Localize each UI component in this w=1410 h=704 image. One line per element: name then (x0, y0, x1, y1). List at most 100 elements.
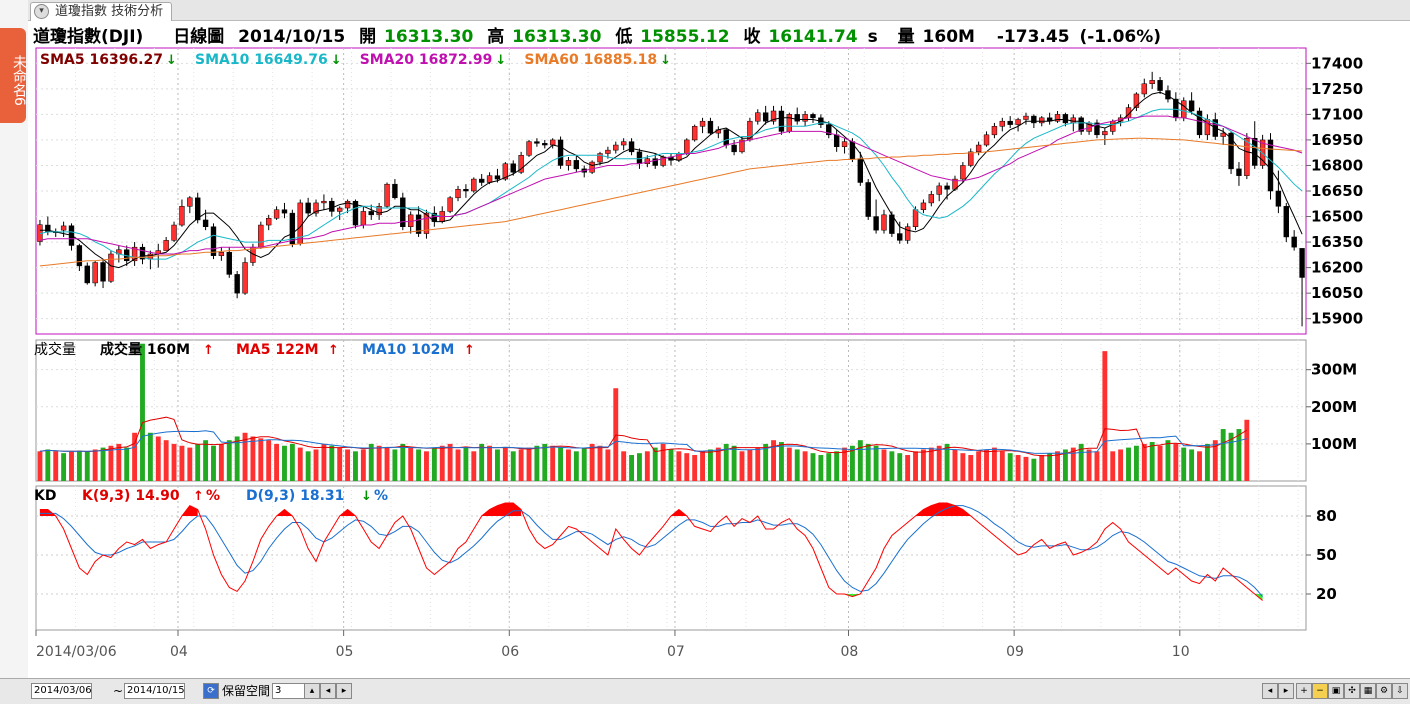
zoom-in-icon[interactable]: + (1296, 683, 1312, 699)
zoom-out-icon[interactable]: − (1312, 683, 1328, 699)
volume-bar (242, 432, 248, 481)
kd-overbought-fill (915, 503, 971, 516)
tab-technical-analysis[interactable]: 道瓊指數 技術分析 (30, 2, 173, 21)
reserve-space-input[interactable]: 3 (272, 683, 306, 699)
candle-body (794, 114, 800, 122)
kd-d-percent: % (374, 488, 388, 504)
candle-body (684, 139, 690, 154)
volume-bar (289, 443, 295, 481)
volume-ma10-line (39, 430, 1247, 454)
x-tick-label: 08 (840, 644, 858, 660)
candle-body (1283, 206, 1289, 238)
candle-body (305, 202, 311, 214)
volume-bar (566, 449, 571, 481)
volume-bar (502, 447, 508, 481)
volume-bar (534, 445, 540, 481)
candle-body (344, 200, 351, 209)
candle-body (510, 163, 516, 173)
grid-icon[interactable]: ▦ (1360, 683, 1376, 699)
candle-body (1275, 190, 1282, 207)
candle-body (1110, 120, 1116, 132)
apply-range-icon[interactable]: ⟳ (203, 683, 219, 699)
arrow-up-icon: ↑ (203, 343, 214, 358)
candle-body (76, 245, 83, 267)
crosshair-icon[interactable]: ✣ (1344, 683, 1360, 699)
candle-body (1054, 114, 1061, 122)
candle-body (873, 216, 879, 231)
candle-body (826, 124, 832, 136)
volume-bar (195, 443, 201, 481)
kd-k-line (39, 502, 1263, 601)
kd-overbought-fill (181, 505, 198, 516)
candle-body (1267, 139, 1274, 192)
bottom-toolbar: 2014/03/06 ~ 2014/10/15 ⟳ 保留空間 3 ▴ ◂ ▸ ◂… (0, 678, 1410, 704)
candle-body (960, 165, 966, 180)
volume-bar (69, 451, 74, 481)
fit-icon[interactable]: ▣ (1328, 683, 1344, 699)
candle-body (778, 110, 785, 132)
scroll-right-end-icon[interactable]: ▸ (1278, 683, 1294, 699)
volume-bar (794, 449, 800, 481)
volume-bar (1228, 432, 1234, 481)
candle-body (912, 209, 919, 228)
price-y-tick-label: 16650 (1311, 182, 1363, 200)
volume-bar (1212, 440, 1218, 481)
candle-body (897, 233, 903, 241)
volume-bar (707, 449, 713, 481)
kd-overbought-fill (276, 509, 293, 516)
candle-body (360, 211, 367, 226)
kd-overbought-fill (671, 509, 687, 516)
sheet-tab-unnamed[interactable]: 未命名6 (0, 28, 27, 123)
chevron-down-icon[interactable]: ▾ (34, 4, 49, 19)
end-date-field[interactable]: 2014/10/15 (124, 683, 185, 699)
volume-bar (455, 449, 461, 481)
volume-bar (755, 447, 761, 481)
arrow-up-icon: ↑ (193, 489, 204, 504)
candle-body (384, 183, 390, 207)
candle-body (242, 262, 248, 294)
volume-bar (936, 445, 942, 481)
candle-body (810, 114, 816, 119)
volume-bar (747, 449, 753, 481)
volume-bar (305, 451, 311, 481)
volume-label: 量 (897, 27, 915, 47)
volume-bar (1204, 443, 1210, 481)
candle-body (833, 134, 840, 147)
candle-body (337, 207, 343, 212)
volume-bar (786, 447, 792, 481)
price-y-tick-label: 16050 (1311, 284, 1363, 302)
scroll-left-icon[interactable]: ◂ (320, 683, 336, 699)
scroll-left-end-icon[interactable]: ◂ (1262, 683, 1278, 699)
candle-body (478, 178, 485, 183)
volume-bar (392, 449, 398, 481)
volume-bar (1094, 451, 1100, 481)
volume-bar (1133, 445, 1139, 481)
candle-body (1039, 117, 1045, 124)
start-date-field[interactable]: 2014/03/06 (31, 683, 92, 699)
scroll-right-icon[interactable]: ▸ (336, 683, 352, 699)
volume-bar (84, 451, 90, 481)
candle-body (1188, 100, 1195, 112)
volume-bar (1189, 449, 1195, 481)
candle-body (92, 262, 98, 284)
candle-body (802, 114, 808, 122)
settings-icon[interactable]: ⚙ (1376, 683, 1392, 699)
arrow-down-icon: ↓ (331, 53, 342, 68)
candle-body (1062, 114, 1069, 124)
candle-body (1015, 119, 1021, 125)
candle-body (131, 246, 138, 262)
candle-body (1244, 137, 1250, 176)
candle-body (139, 246, 146, 260)
volume-legend-ma5: MA5 122M (236, 342, 319, 358)
export-icon[interactable]: ⇩ (1392, 683, 1408, 699)
x-tick-label: 04 (170, 644, 188, 660)
candle-body (849, 141, 856, 159)
volume-bar (913, 451, 918, 481)
volume-bar (731, 445, 737, 481)
candle-body (486, 175, 493, 183)
volume-bar (353, 451, 358, 481)
volume-bar (92, 449, 98, 481)
volume-bar (116, 443, 122, 481)
spin-up-icon[interactable]: ▴ (304, 683, 320, 699)
volume-bar (905, 455, 911, 481)
